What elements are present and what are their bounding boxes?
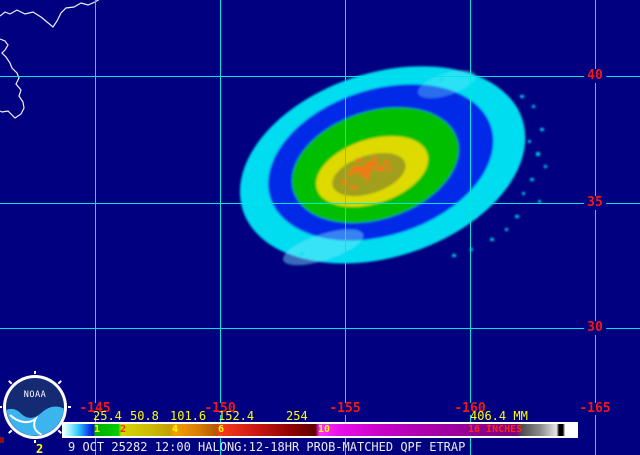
- colorbar-mm-label: 101.6: [170, 409, 207, 423]
- longitude-label: -165: [578, 401, 612, 416]
- edge-speckles: [268, 72, 547, 261]
- colorbar-mm-label: 25.4: [93, 409, 122, 423]
- latitude-label: 35: [584, 196, 606, 210]
- colorbar-inch-label: 2: [120, 424, 127, 435]
- cyan-wisp: [418, 70, 476, 99]
- noaa-logo: NOAA: [0, 371, 71, 443]
- gridline-horizontal: [0, 203, 640, 204]
- gridline-vertical: [95, 0, 96, 455]
- gridline-vertical: [220, 0, 221, 455]
- gridline-vertical: [595, 0, 596, 455]
- longitude-label: -155: [328, 401, 362, 416]
- latitude-label: 30: [584, 321, 606, 335]
- colorbar-mm-label: 50.8: [130, 409, 159, 423]
- precip-colorbar: [62, 422, 578, 438]
- coastline-segment-south: [0, 38, 25, 119]
- gridline-vertical: [345, 0, 346, 455]
- colorbar-mm-label: 152.4: [218, 409, 255, 423]
- latitude-label: 40: [584, 69, 606, 83]
- coastline-segment-north: [0, 0, 100, 28]
- longitude-label: -150: [203, 401, 237, 416]
- gridline-horizontal: [0, 76, 640, 77]
- logo-swoosh: [9, 414, 42, 436]
- compass-ticks: [0, 371, 71, 443]
- colorbar-inch-label: 16 INCHES: [468, 424, 523, 435]
- gridline-vertical: [470, 0, 471, 455]
- gridline-horizontal: [0, 328, 640, 329]
- logo-text: NOAA: [24, 390, 46, 400]
- precip-contours: [239, 66, 526, 266]
- colorbar-mm-label: 254: [286, 409, 308, 423]
- colorbar-inch-label: 4: [172, 424, 179, 435]
- colorbar-inch-label: 6: [218, 424, 225, 435]
- longitude-label: -160: [453, 401, 487, 416]
- corner-dot: [0, 437, 4, 443]
- colorbar-inch-label: 1: [94, 424, 101, 435]
- colorbar-mm-label: 406.4 MM: [470, 409, 528, 423]
- contour-orange-core: [342, 156, 392, 189]
- cyan-wisp: [283, 229, 364, 266]
- colorbar-inch-label: 10: [318, 424, 331, 435]
- longitude-label: -145: [78, 401, 112, 416]
- product-caption: 9 OCT 25282 12:00 HALONG:12-18HR PROB-MA…: [68, 440, 466, 454]
- frame-marker: 2: [36, 442, 44, 455]
